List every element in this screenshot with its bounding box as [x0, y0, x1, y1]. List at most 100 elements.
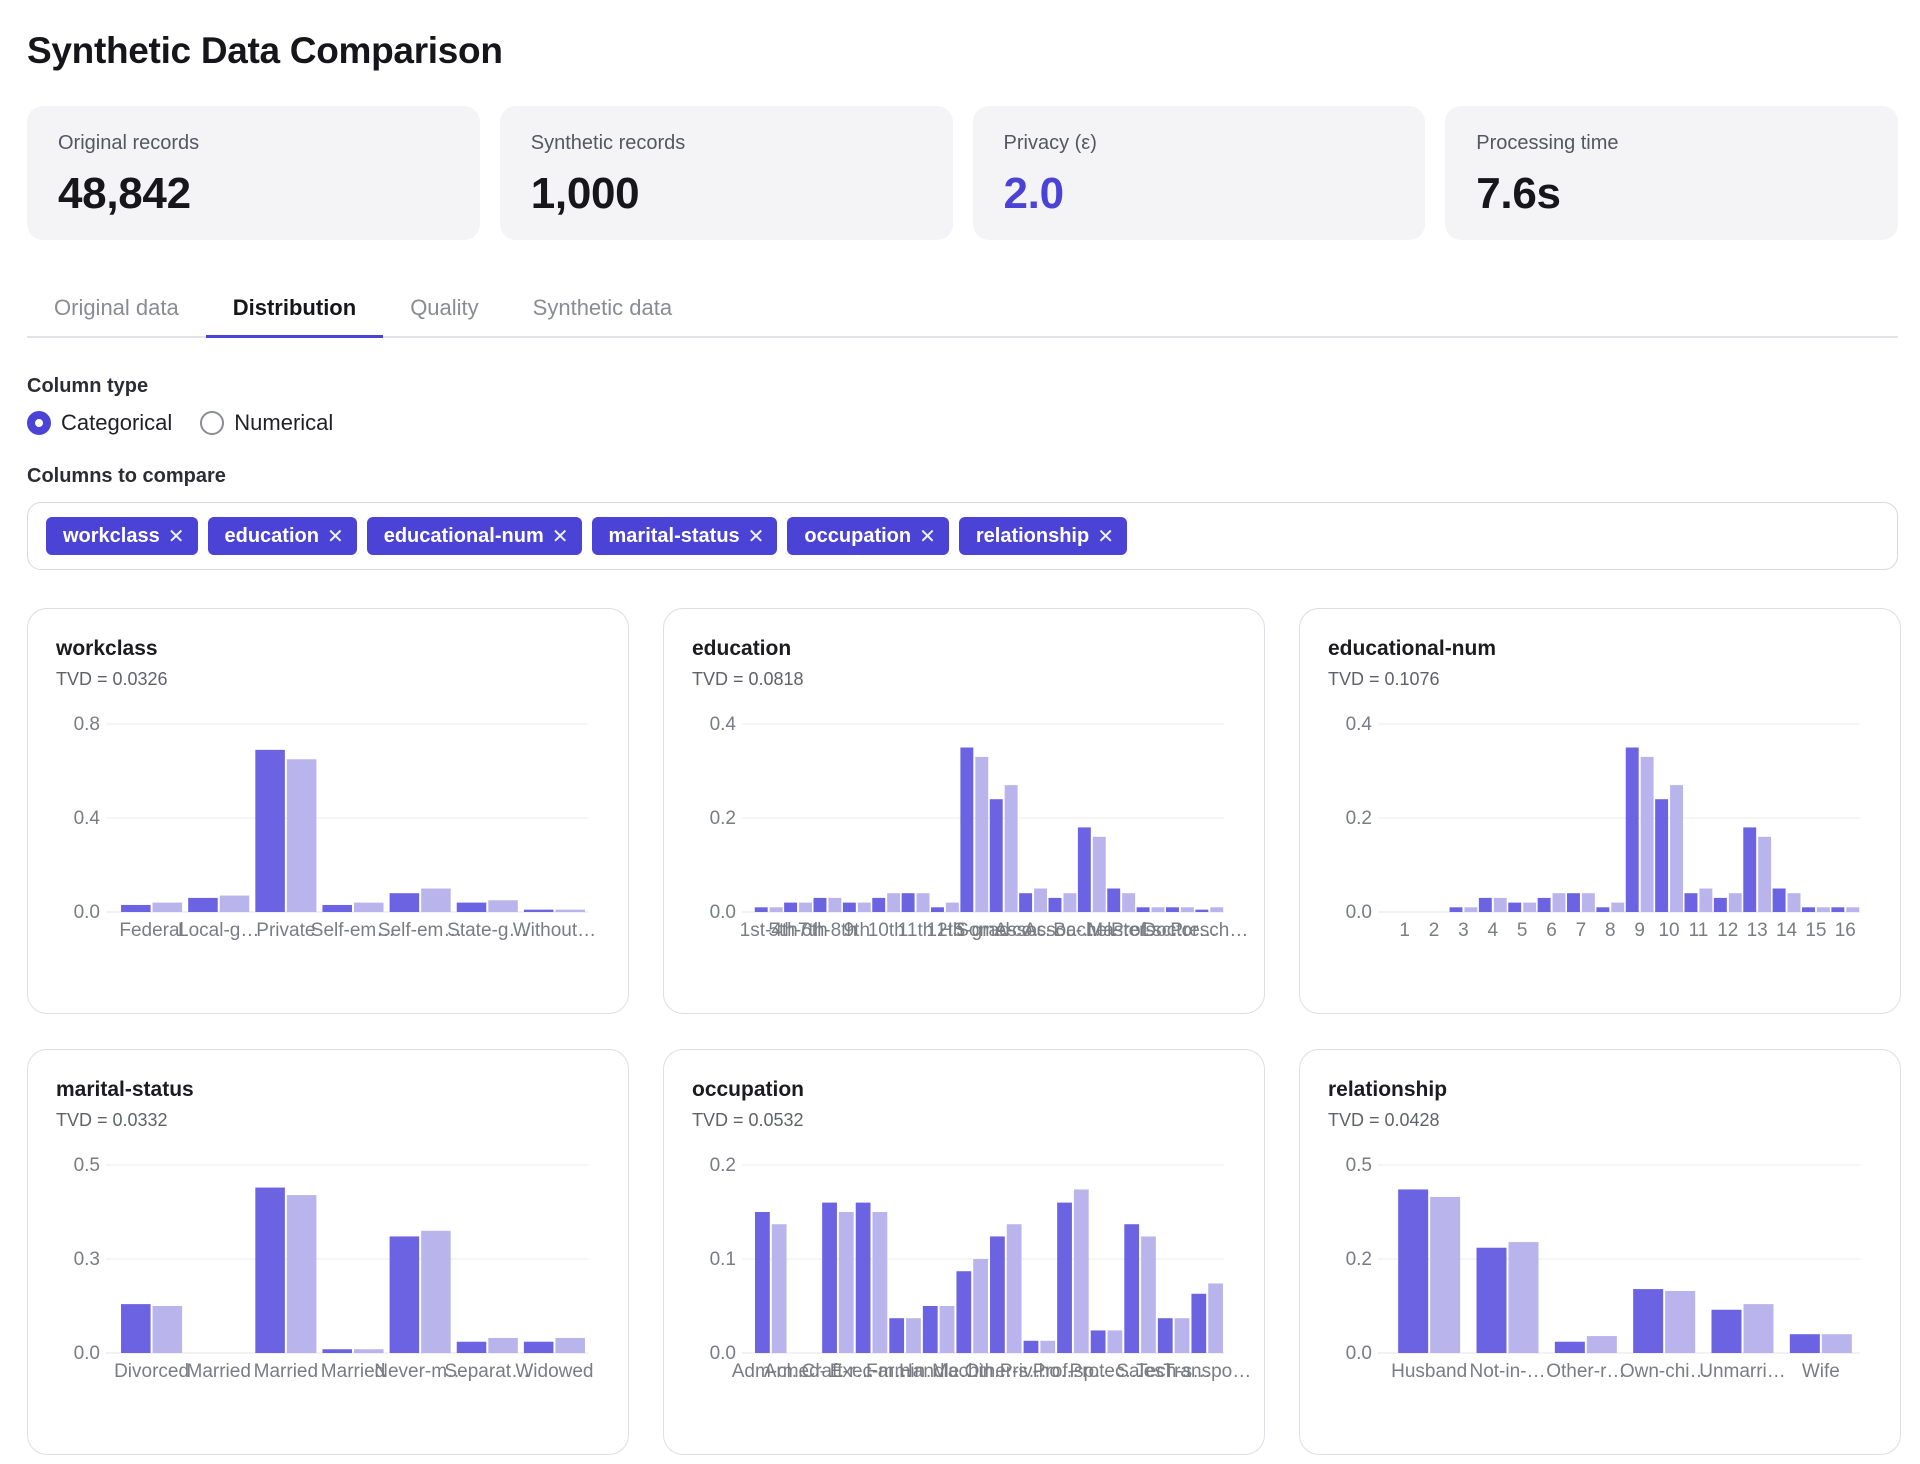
- original-bar: [1508, 902, 1522, 912]
- original-bar: [456, 902, 487, 912]
- close-icon[interactable]: ✕: [919, 525, 936, 548]
- synthetic-bar: [1846, 907, 1860, 912]
- synthetic-bar: [1493, 897, 1507, 912]
- original-bar: [1684, 893, 1698, 912]
- synthetic-bar: [555, 909, 585, 912]
- x-tick-label: Craft-r…: [802, 1361, 875, 1382]
- x-tick-label: Without…: [513, 920, 596, 941]
- original-bar: [1136, 907, 1150, 912]
- y-tick-label: 0.0: [74, 902, 100, 923]
- chart-tvd: TVD = 0.0428: [1328, 1110, 1440, 1130]
- original-bar: [842, 902, 856, 912]
- original-bar: [1567, 893, 1580, 912]
- synthetic-bar: [1040, 1340, 1056, 1353]
- close-icon[interactable]: ✕: [1097, 525, 1114, 548]
- metric-value: 48,842: [58, 169, 191, 218]
- radio-unchecked-icon[interactable]: [200, 411, 225, 435]
- tab-original-data[interactable]: Original data: [54, 295, 179, 320]
- tag-workclass[interactable]: workclass ✕: [46, 517, 198, 555]
- y-tick-label: 0.2: [1346, 1249, 1372, 1270]
- synthetic-bar: [838, 1212, 854, 1353]
- tab-distribution[interactable]: Distribution: [205, 288, 384, 338]
- x-tick-label: Married: [254, 1361, 318, 1382]
- tag-education[interactable]: education ✕: [207, 517, 357, 555]
- x-tick-label: 15: [1805, 920, 1826, 941]
- chart-title: educational-num: [1328, 637, 1497, 660]
- x-tick-label: Handle…: [899, 1361, 978, 1382]
- radio-label: Numerical: [234, 410, 334, 435]
- y-tick-label: 0.8: [74, 714, 100, 735]
- original-bar: [1831, 907, 1845, 912]
- x-tick-label: Adm-cl…: [732, 1361, 810, 1382]
- close-icon[interactable]: ✕: [167, 525, 185, 548]
- x-tick-label: Widowed: [515, 1361, 593, 1382]
- synthetic-bar: [1208, 1283, 1223, 1353]
- close-icon[interactable]: ✕: [326, 525, 344, 548]
- chart-tvd: TVD = 0.1076: [1328, 669, 1440, 689]
- tag-marital-status[interactable]: marital-status ✕: [591, 517, 778, 555]
- close-icon[interactable]: ✕: [747, 525, 765, 548]
- y-tick-label: 0.0: [74, 1343, 100, 1364]
- x-tick-label: Farmin…: [866, 1361, 944, 1382]
- synthetic-bar: [1787, 893, 1801, 912]
- original-bar: [1166, 907, 1179, 912]
- x-tick-label: Married: [321, 1361, 385, 1382]
- bar-chart: 0.0 0.2 0.5 Husband Not-in-… Other-r…Own-chi……: [1346, 1155, 1860, 1382]
- synthetic-bar: [1464, 907, 1478, 912]
- synthetic-bar: [939, 1306, 955, 1353]
- original-bar: [1023, 1340, 1039, 1353]
- synthetic-bar: [1210, 907, 1224, 912]
- original-bar: [1398, 1189, 1429, 1353]
- synthetic-bar: [887, 893, 901, 912]
- chart-card-educational-num: educational-num TVD = 0.1076 0.0 0.2 0.4 1 2…: [1299, 608, 1901, 1014]
- metric-value: 1,000: [530, 169, 640, 218]
- radio-numerical[interactable]: Numerical: [200, 410, 333, 436]
- synthetic-bar: [1034, 888, 1047, 912]
- x-tick-label: Tech-s…: [1136, 1361, 1211, 1382]
- tab-synthetic-data[interactable]: Synthetic data: [532, 295, 673, 320]
- synthetic-bar: [1581, 893, 1595, 912]
- synthetic-bar: [488, 1337, 518, 1353]
- tag-educational-num[interactable]: educational-num ✕: [366, 517, 582, 555]
- chart-tvd: TVD = 0.0332: [56, 1110, 168, 1130]
- x-tick-label: 13: [1747, 920, 1768, 941]
- y-tick-label: 0.2: [710, 808, 736, 829]
- x-tick-label: Local-g…: [178, 920, 259, 941]
- y-tick-label: 0.4: [710, 714, 737, 735]
- tab-bar: Original data Distribution Quality Synth…: [27, 288, 1898, 338]
- x-tick-label: Unmarri…: [1699, 1361, 1786, 1382]
- x-tick-label: Some-co…: [956, 920, 1051, 941]
- tag-relationship[interactable]: relationship ✕: [958, 517, 1127, 555]
- close-icon[interactable]: ✕: [551, 525, 569, 548]
- metric-value: 7.6s: [1476, 169, 1561, 218]
- chart-card-relationship: relationship TVD = 0.0428 0.0 0.2 0.5 Husba…: [1299, 1049, 1901, 1455]
- chart-title: relationship: [1328, 1078, 1448, 1101]
- metric-card-processing-time: Processing time 7.6s: [1445, 106, 1898, 240]
- synthetic-bar: [1586, 1336, 1617, 1353]
- x-tick-label: 2: [1429, 920, 1440, 941]
- metric-label: Privacy (ε): [1003, 132, 1097, 154]
- tag-label: educational-num: [383, 524, 544, 547]
- synthetic-bar: [286, 1195, 317, 1353]
- x-tick-label: Prof-sc…: [1111, 920, 1190, 941]
- metric-card-synthetic-records: Synthetic records 1,000: [499, 106, 953, 240]
- x-tick-label: 6: [1546, 920, 1557, 941]
- synthetic-bar: [1508, 1242, 1539, 1353]
- tab-quality[interactable]: Quality: [410, 295, 479, 320]
- original-bar: [1713, 897, 1727, 912]
- original-bar: [255, 1187, 285, 1353]
- x-tick-label: 5: [1517, 920, 1528, 941]
- original-bar: [322, 1349, 352, 1353]
- tag-occupation[interactable]: occupation ✕: [787, 517, 949, 555]
- radio-categorical[interactable]: Categorical: [27, 410, 172, 436]
- original-bar: [1449, 907, 1463, 912]
- synthetic-bar: [1073, 1189, 1089, 1353]
- original-bar: [188, 897, 218, 912]
- x-tick-label: 11th: [898, 920, 934, 941]
- synthetic-bar: [1699, 888, 1713, 912]
- x-tick-label: Other-s…: [965, 1361, 1047, 1382]
- columns-multiselect[interactable]: workclass ✕ education ✕ educational-num ✕ m…: [27, 502, 1898, 570]
- radio-checked-icon[interactable]: [27, 411, 51, 435]
- original-bar: [456, 1341, 487, 1353]
